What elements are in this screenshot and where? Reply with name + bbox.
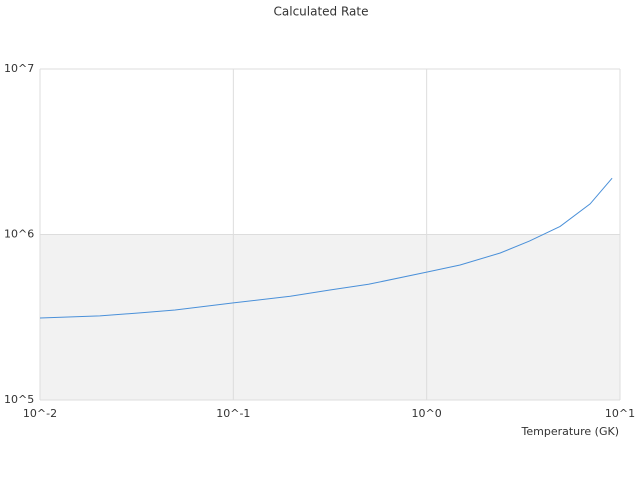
x-tick-label: 10^0 — [412, 407, 442, 420]
x-tick-label: 10^-2 — [23, 407, 57, 420]
grid-band — [40, 234, 620, 400]
y-tick-label: 10^5 — [4, 393, 34, 406]
y-tick-label: 10^6 — [4, 228, 34, 241]
y-tick-label: 10^7 — [4, 62, 34, 75]
x-axis-label: Temperature (GK) — [521, 425, 620, 438]
chart-title: Calculated Rate — [274, 5, 369, 19]
x-tick-label: 10^1 — [605, 407, 635, 420]
line — [39, 177, 613, 319]
x-tick-label: 10^-1 — [216, 407, 250, 420]
